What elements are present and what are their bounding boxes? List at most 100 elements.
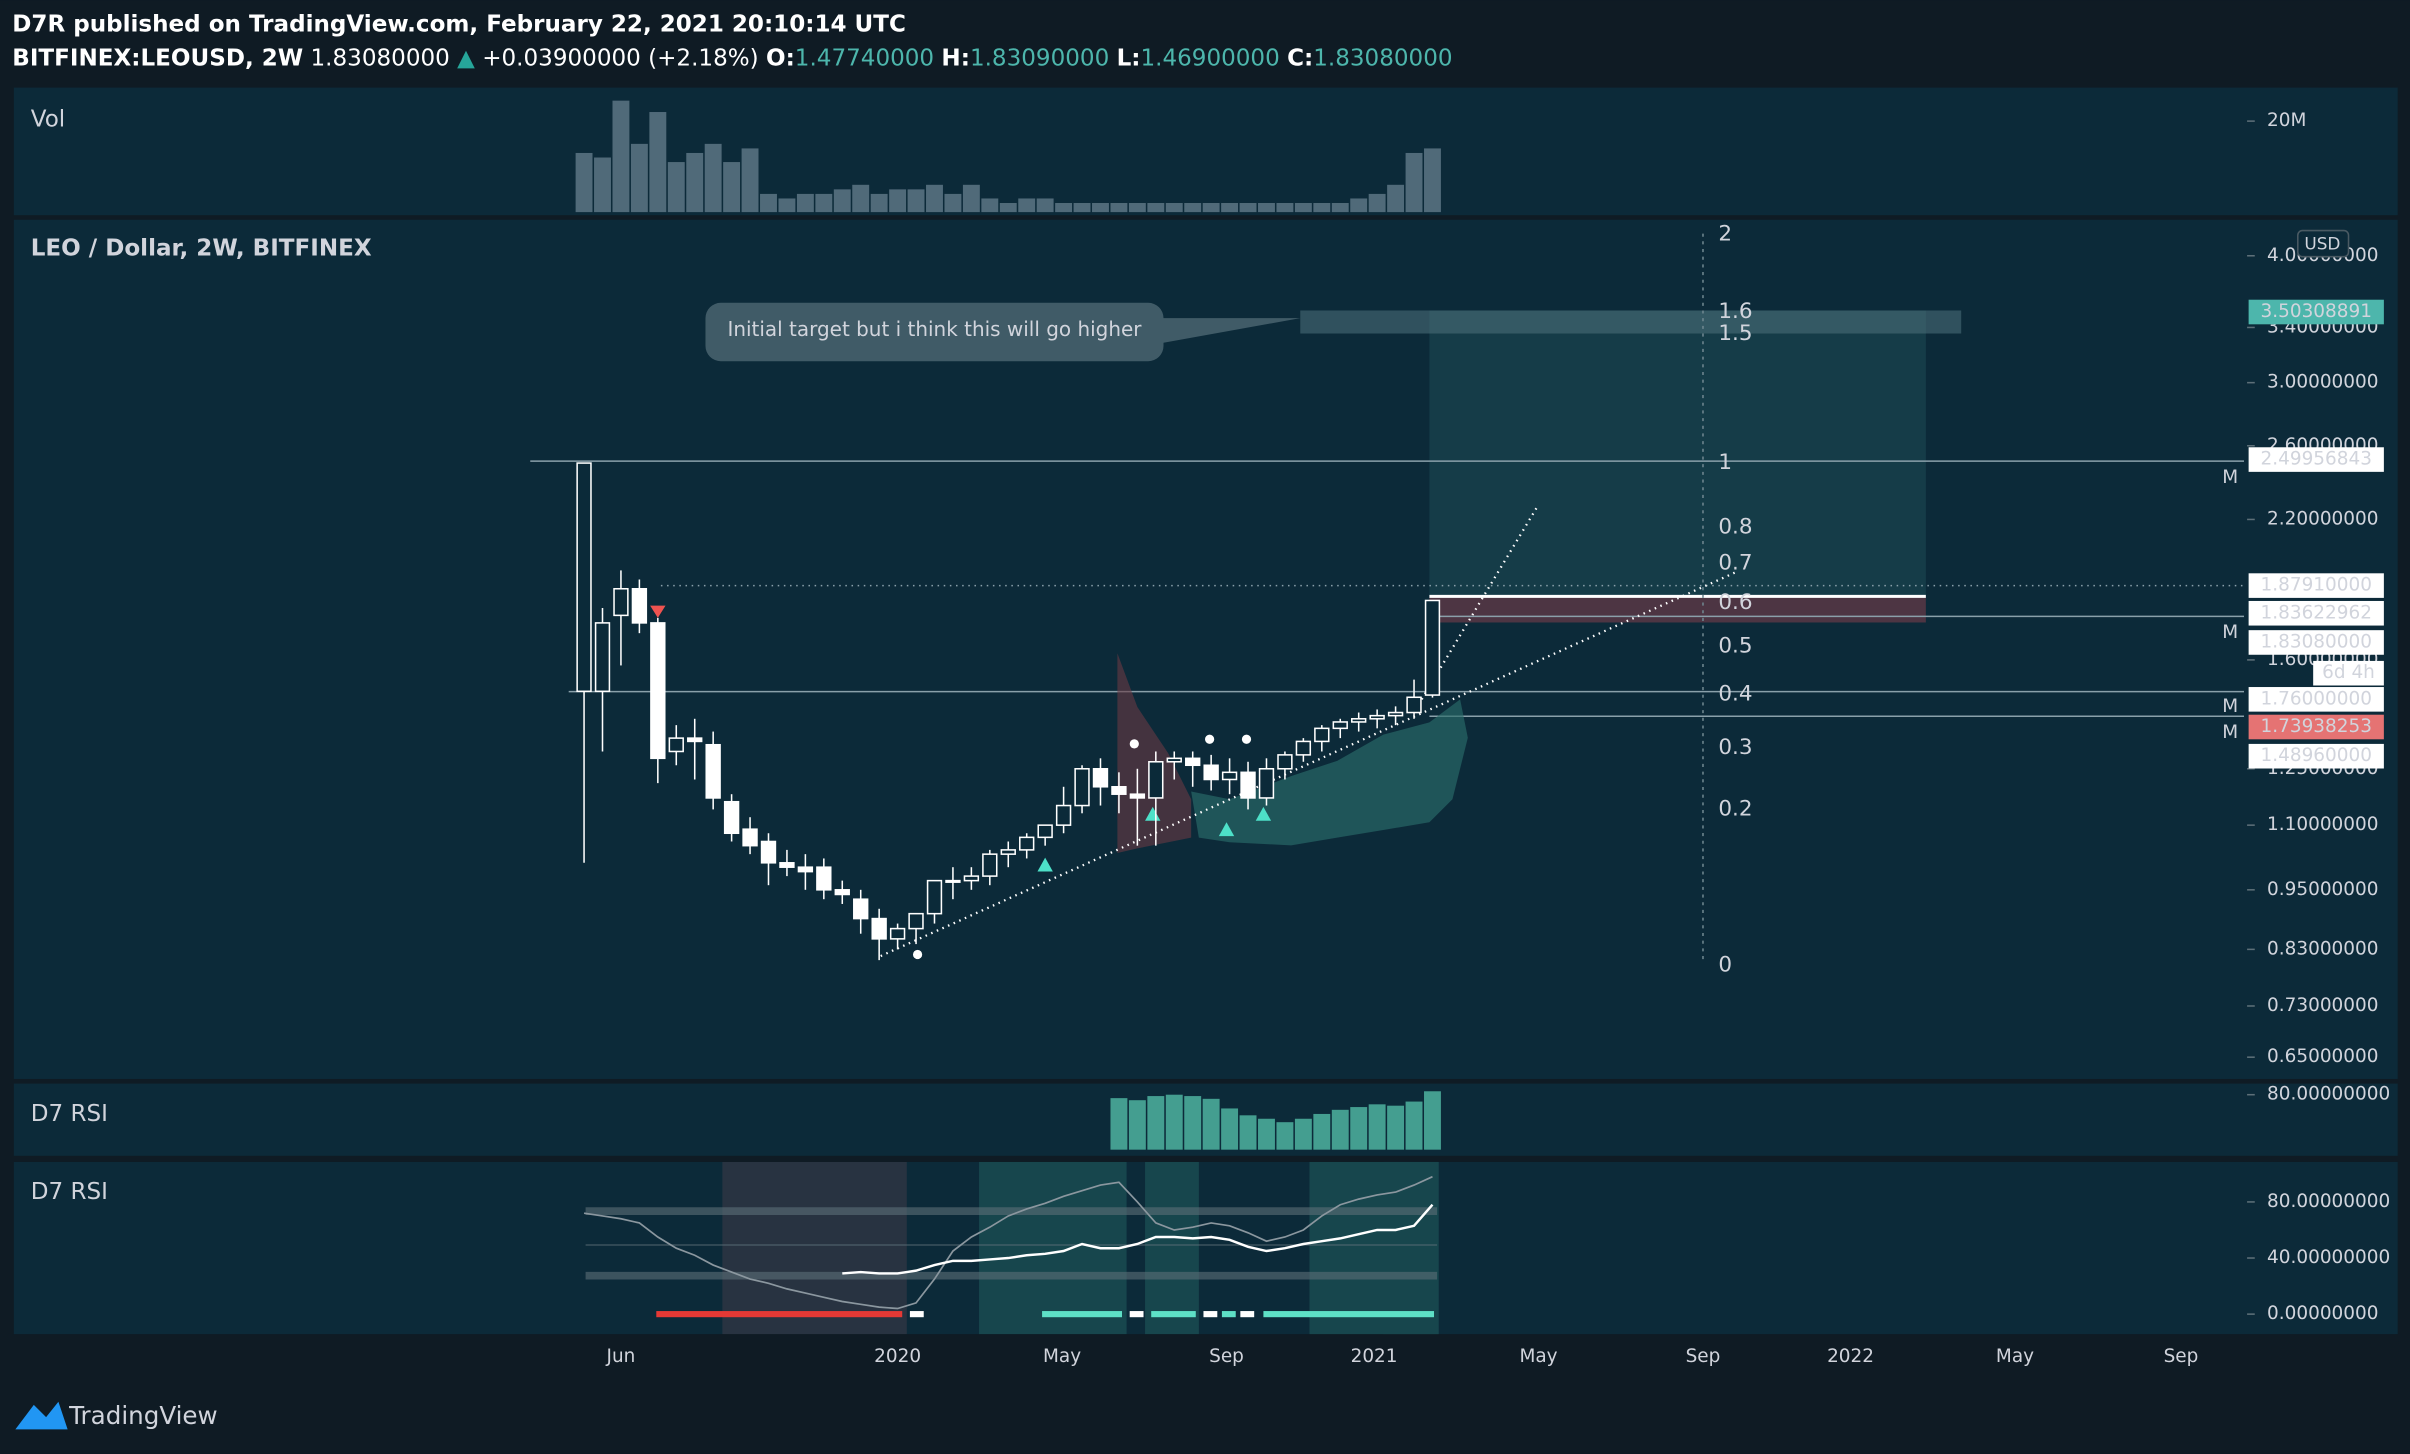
fib-label: 0.2 xyxy=(1718,796,1752,821)
bar xyxy=(594,157,611,213)
bar xyxy=(1165,1094,1183,1150)
candle-body xyxy=(594,622,611,693)
candle-body xyxy=(926,879,943,915)
time-label: May xyxy=(1519,1346,1557,1367)
time-label: Jun xyxy=(606,1346,636,1367)
bar xyxy=(1202,1098,1220,1150)
price-label: 1.87910000 xyxy=(2261,575,2372,596)
candle-body xyxy=(908,912,924,930)
bar xyxy=(1405,152,1423,213)
price-label-box xyxy=(2248,714,2384,740)
oversold-zone xyxy=(722,1161,907,1335)
candle-body xyxy=(668,737,684,753)
target-zone xyxy=(1429,310,1926,597)
candle-body xyxy=(1074,768,1090,807)
candle-body xyxy=(705,743,721,799)
bar xyxy=(1387,184,1405,213)
publisher-text: D7R published on TradingView.com, Februa… xyxy=(12,11,906,37)
bar xyxy=(630,143,648,213)
candle-body xyxy=(1240,771,1256,799)
price-pane xyxy=(13,219,2398,1079)
level-marker: M xyxy=(2222,722,2238,743)
candle-body xyxy=(1092,768,1109,788)
price-label: 1.48960000 xyxy=(2261,745,2372,766)
fib-label: 0.6 xyxy=(1718,590,1752,615)
bar xyxy=(612,100,630,213)
bar xyxy=(686,152,704,213)
y-tick-label: 0.73000000 xyxy=(2267,995,2378,1016)
vol-title: Vol xyxy=(31,106,65,132)
candle-body xyxy=(1258,768,1275,799)
bar xyxy=(667,162,685,213)
time-label: Sep xyxy=(1686,1346,1721,1367)
bar xyxy=(760,193,777,213)
bar xyxy=(1424,1091,1441,1150)
bar xyxy=(1276,1122,1294,1150)
c-value: 1.83080000 xyxy=(1313,45,1452,71)
candle-body xyxy=(982,853,998,877)
bar xyxy=(704,143,722,213)
bar xyxy=(1018,198,1036,213)
candle-body xyxy=(779,862,795,868)
teal-cloud xyxy=(1191,699,1468,846)
rsi-line-pane xyxy=(13,1161,2398,1335)
y-tick-label: 80.00000000 xyxy=(2267,1084,2390,1105)
arrow: ▲ xyxy=(457,45,475,71)
bar xyxy=(1368,1104,1386,1150)
candle-body xyxy=(613,588,629,617)
candle-body xyxy=(797,866,814,873)
bar xyxy=(1350,198,1368,213)
bar xyxy=(1331,203,1349,213)
price-label-box xyxy=(2248,743,2384,769)
y-tick-label: 0.65000000 xyxy=(2267,1046,2378,1067)
time-label: Sep xyxy=(2164,1346,2199,1367)
bar xyxy=(944,193,962,213)
price-label-box xyxy=(2248,447,2384,472)
candle-body xyxy=(1148,761,1164,799)
bar xyxy=(1110,203,1128,213)
candle-body xyxy=(760,840,777,864)
symbol: BITFINEX:LEOUSD, 2W xyxy=(12,45,303,71)
candle-body xyxy=(1166,757,1182,763)
bar xyxy=(778,198,796,213)
y-tick-label: 40.00000000 xyxy=(2267,1247,2390,1268)
y-tick-label: 0.00000000 xyxy=(2267,1303,2378,1324)
currency: USD xyxy=(2304,233,2340,253)
fib-label: 0.4 xyxy=(1718,681,1752,706)
candle-body xyxy=(650,622,666,760)
time-label: Sep xyxy=(1209,1346,1244,1367)
signal-dots xyxy=(912,734,1252,960)
price-label: 3.50308891 xyxy=(2261,301,2372,322)
candle-body xyxy=(687,737,703,743)
y-tick-label: 3.00000000 xyxy=(2267,372,2378,393)
bar xyxy=(926,184,943,213)
fib-label: 1 xyxy=(1718,450,1732,475)
price-label: 1.83622962 xyxy=(2261,602,2372,623)
candle-body xyxy=(945,879,961,883)
candle-body xyxy=(853,898,869,920)
candle-body xyxy=(742,828,758,847)
bar xyxy=(1313,203,1331,213)
signal-marker xyxy=(650,605,666,618)
h-value: 1.83090000 xyxy=(970,45,1109,71)
price-label-box xyxy=(2248,600,2384,626)
bar xyxy=(1221,203,1239,213)
fib-label: 1.6 xyxy=(1718,299,1752,324)
price-label: 1.76000000 xyxy=(2261,688,2372,709)
o-label: O: xyxy=(766,45,795,71)
time-label: 2020 xyxy=(874,1346,921,1367)
y-tick-label: 1.10000000 xyxy=(2267,814,2378,835)
bar xyxy=(1036,198,1054,213)
bar xyxy=(870,193,888,213)
bar xyxy=(741,148,759,213)
bar xyxy=(1128,1100,1146,1150)
bar xyxy=(1110,1098,1128,1150)
bar xyxy=(1313,1113,1331,1150)
o-value: 1.47740000 xyxy=(795,45,934,71)
stop-zone xyxy=(1429,596,1926,623)
time-label: May xyxy=(1996,1346,2034,1367)
bar xyxy=(1239,1115,1257,1150)
fib-label: 0.3 xyxy=(1718,735,1752,760)
candle-body xyxy=(1037,824,1053,839)
price-label-box xyxy=(2248,573,2384,598)
